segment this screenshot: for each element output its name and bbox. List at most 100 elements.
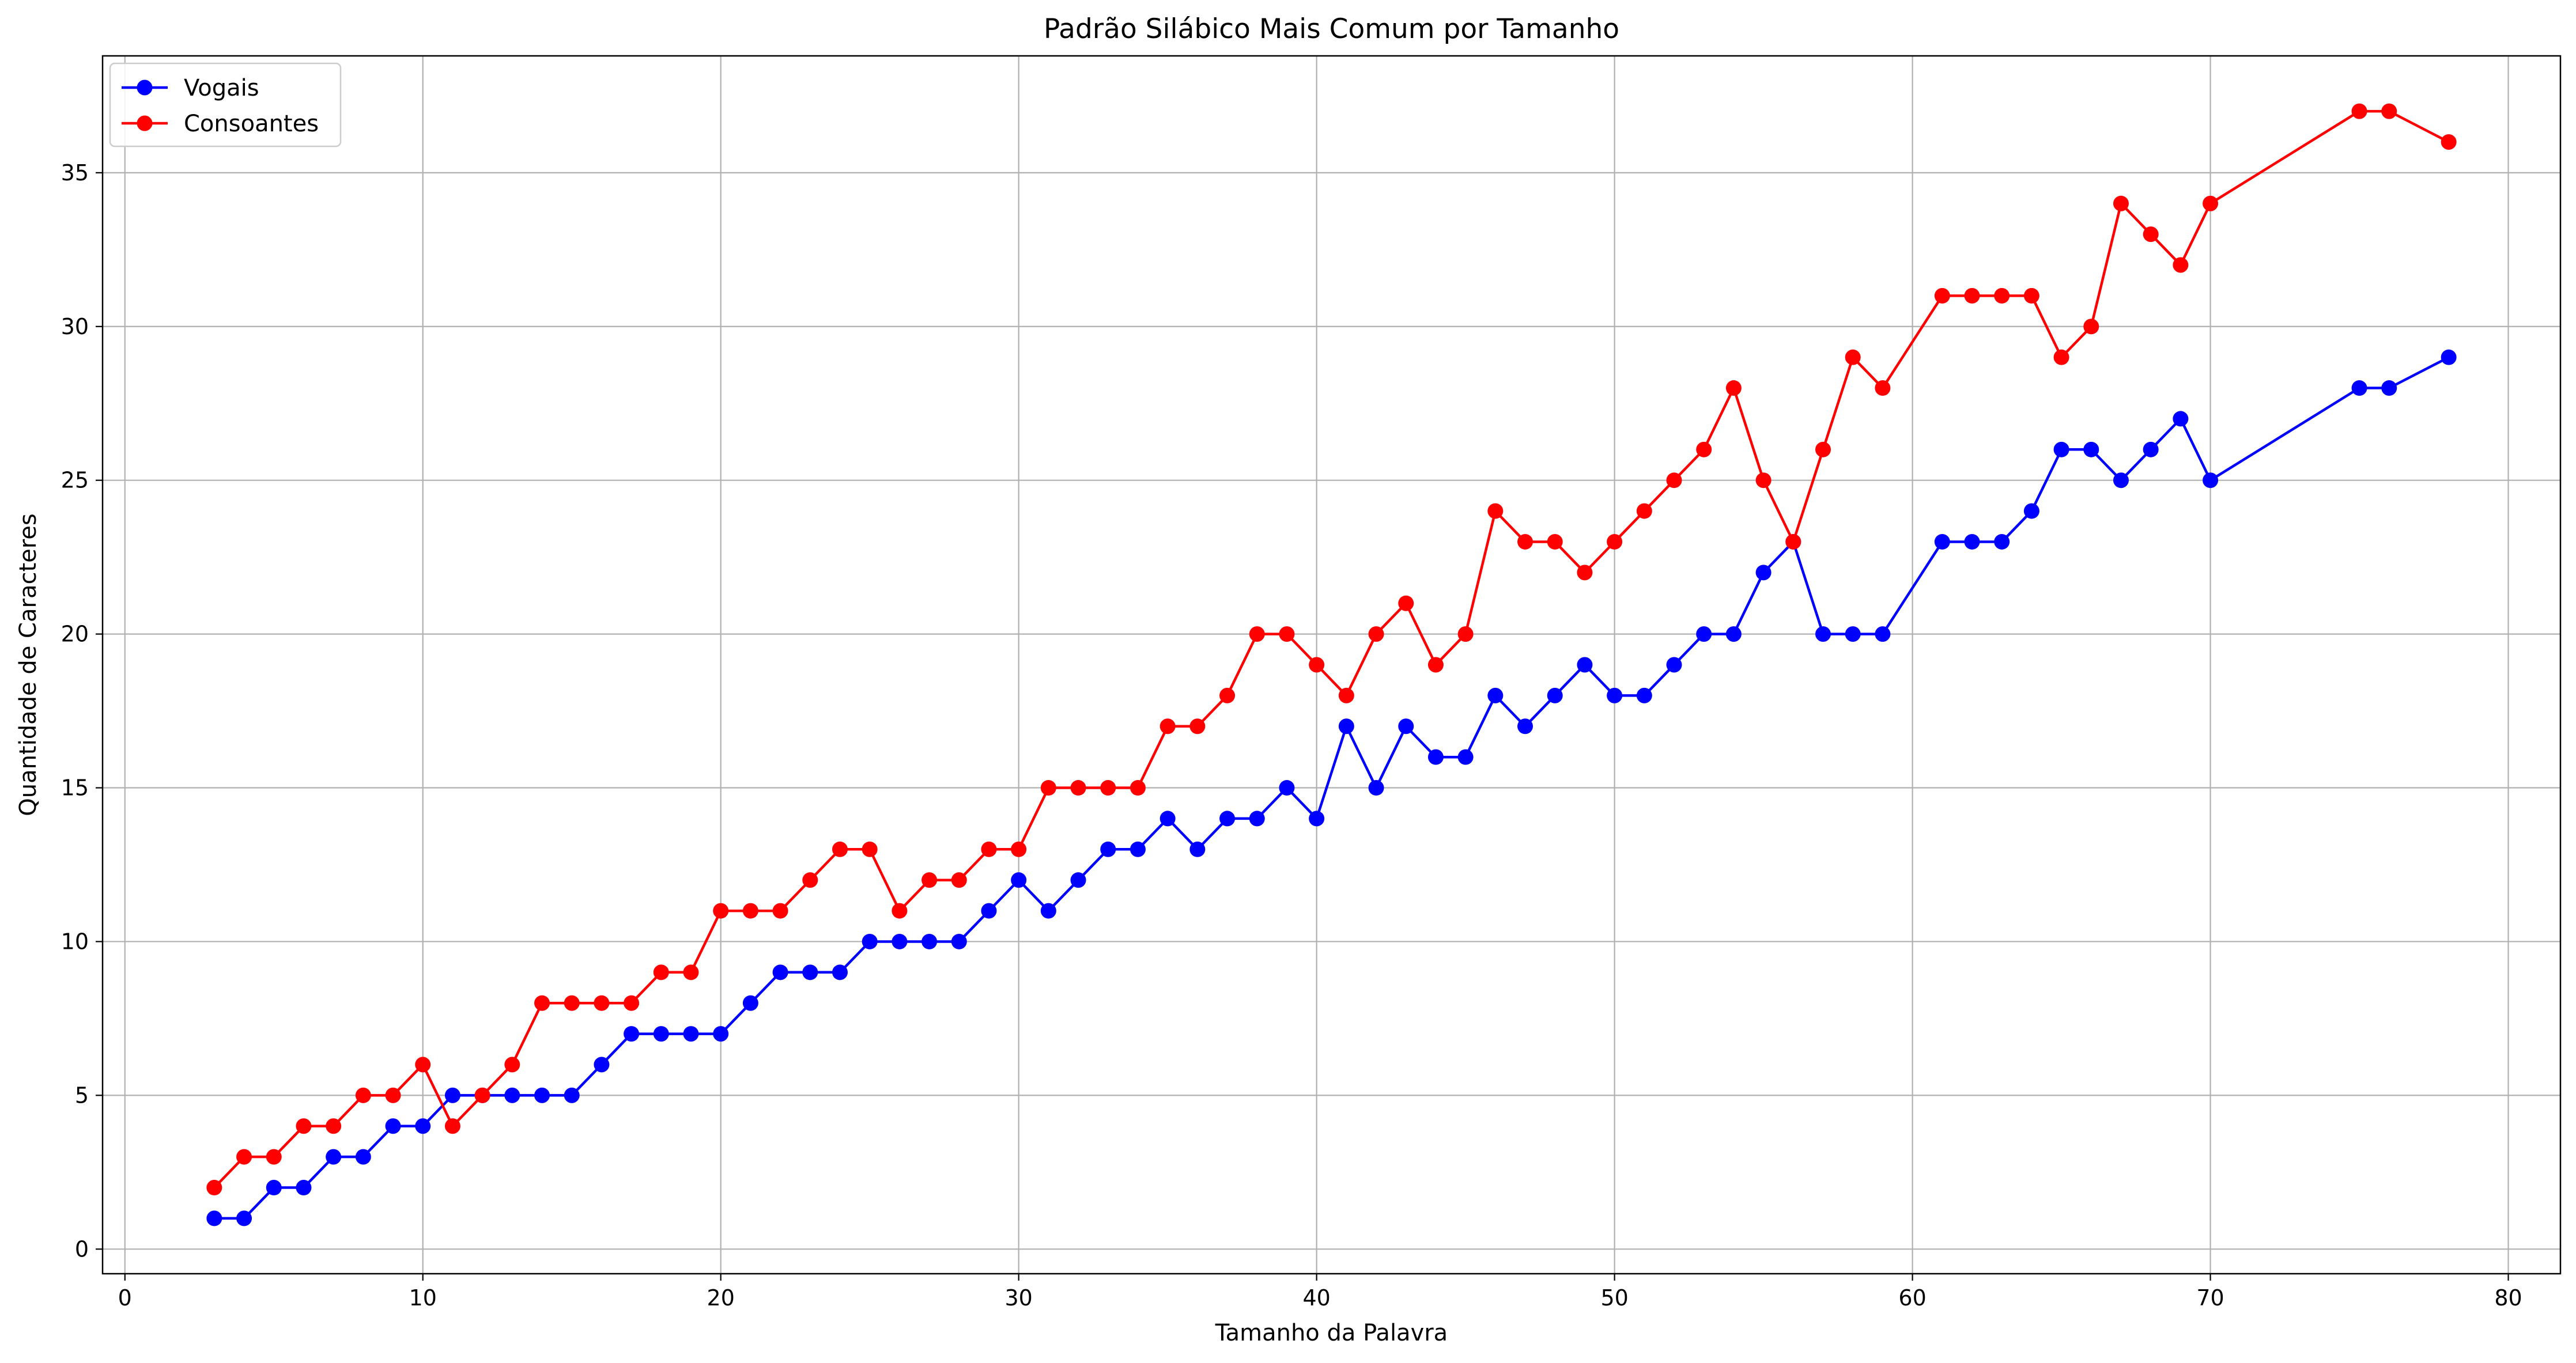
data-point — [2351, 380, 2367, 396]
data-point — [1189, 718, 1206, 734]
data-point — [1964, 287, 1980, 304]
data-point — [1219, 687, 1236, 703]
data-point — [1755, 472, 1772, 489]
y-tick-label: 35 — [61, 160, 89, 185]
data-point — [594, 995, 610, 1011]
data-point — [1815, 441, 1831, 457]
data-point — [742, 995, 758, 1011]
data-series — [206, 103, 2457, 1226]
data-point — [1040, 903, 1056, 919]
data-point — [2143, 226, 2159, 243]
data-point — [713, 1026, 729, 1042]
data-point — [772, 964, 788, 980]
data-point — [1249, 626, 1265, 642]
data-point — [1040, 780, 1056, 796]
data-point — [2143, 441, 2159, 457]
data-point — [1934, 287, 1950, 304]
data-point — [802, 964, 818, 980]
y-axis-label: Quantidade de Caracteres — [15, 513, 41, 816]
data-point — [1725, 626, 1742, 642]
data-point — [862, 841, 878, 857]
x-tick-label: 80 — [2494, 1285, 2522, 1311]
data-point — [683, 964, 699, 980]
x-tick-label: 70 — [2196, 1285, 2224, 1311]
data-point — [1427, 749, 1444, 765]
data-point — [683, 1026, 699, 1042]
data-point — [1189, 841, 1206, 857]
data-point — [1755, 565, 1772, 581]
data-point — [594, 1057, 610, 1073]
data-point — [1517, 718, 1533, 734]
data-point — [921, 872, 938, 888]
data-point — [385, 1087, 401, 1103]
data-point — [236, 1149, 252, 1165]
data-point — [534, 1087, 550, 1103]
y-tick-label: 25 — [61, 468, 89, 493]
data-point — [2023, 287, 2039, 304]
data-point — [1875, 380, 1891, 396]
data-point — [444, 1087, 460, 1103]
data-point — [1607, 687, 1623, 703]
data-point — [802, 872, 818, 888]
y-tick-label: 10 — [61, 929, 89, 954]
y-tick-label: 0 — [75, 1236, 89, 1262]
data-point — [624, 995, 640, 1011]
data-point — [1457, 749, 1474, 765]
x-tick-label: 30 — [1005, 1285, 1033, 1311]
data-point — [2083, 441, 2099, 457]
data-point — [1517, 533, 1533, 550]
data-point — [1994, 533, 2010, 550]
x-tick-label: 60 — [1898, 1285, 1926, 1311]
data-point — [653, 964, 669, 980]
data-point — [832, 964, 848, 980]
data-point — [2083, 319, 2099, 335]
legend-label: Vogais — [184, 75, 259, 101]
data-point — [1427, 657, 1444, 673]
legend-marker — [137, 115, 153, 131]
y-tick-label: 20 — [61, 622, 89, 647]
data-point — [206, 1210, 222, 1226]
data-point — [1368, 626, 1384, 642]
y-tick-label: 15 — [61, 775, 89, 801]
data-point — [1309, 657, 1325, 673]
data-point — [2441, 349, 2457, 365]
data-point — [1219, 811, 1236, 827]
data-point — [355, 1149, 371, 1165]
data-point — [2113, 195, 2129, 211]
data-point — [1487, 687, 1504, 703]
data-point — [1696, 441, 1712, 457]
chart-title: Padrão Silábico Mais Comum por Tamanho — [1044, 13, 1619, 45]
data-point — [1815, 626, 1831, 642]
x-axis-label: Tamanho da Palavra — [1215, 1320, 1448, 1346]
data-point — [2173, 257, 2189, 273]
x-tick-label: 10 — [409, 1285, 437, 1311]
data-point — [1130, 841, 1146, 857]
data-point — [1785, 533, 1801, 550]
data-point — [2023, 503, 2039, 519]
data-point — [653, 1026, 669, 1042]
data-point — [892, 903, 908, 919]
data-point — [1547, 687, 1563, 703]
series-line — [214, 356, 2450, 1220]
data-point — [2113, 472, 2129, 489]
data-point — [1011, 872, 1027, 888]
legend: Vogais Consoantes — [109, 62, 342, 147]
y-tick-label: 30 — [61, 314, 89, 339]
data-point — [2203, 472, 2219, 489]
data-point — [772, 903, 788, 919]
data-point — [266, 1180, 282, 1196]
data-point — [2173, 411, 2189, 427]
axis-ticks: 0 10 20 30 40 50 60 70 80 0 5 10 15 20 25 30 35 — [61, 160, 2522, 1311]
data-point — [1577, 657, 1593, 673]
data-point — [326, 1118, 342, 1134]
data-point — [1547, 533, 1563, 550]
data-point — [266, 1149, 282, 1165]
data-point — [415, 1057, 431, 1073]
data-point — [713, 903, 729, 919]
data-point — [1279, 780, 1295, 796]
data-point — [1666, 657, 1682, 673]
data-point — [1159, 811, 1176, 827]
data-point — [474, 1087, 490, 1103]
data-point — [624, 1026, 640, 1042]
